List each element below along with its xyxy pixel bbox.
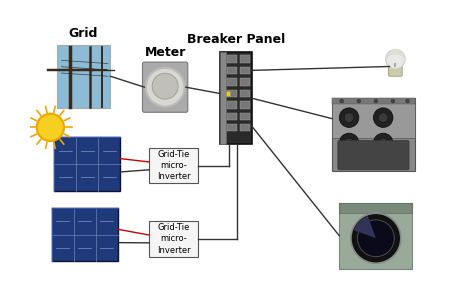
FancyBboxPatch shape (57, 45, 110, 108)
Circle shape (339, 133, 359, 153)
FancyBboxPatch shape (240, 55, 250, 62)
Wedge shape (354, 216, 376, 238)
FancyBboxPatch shape (227, 101, 237, 108)
FancyBboxPatch shape (240, 90, 250, 97)
Circle shape (37, 114, 64, 141)
FancyBboxPatch shape (143, 62, 188, 112)
FancyBboxPatch shape (240, 112, 250, 120)
FancyBboxPatch shape (338, 141, 409, 170)
FancyBboxPatch shape (339, 203, 412, 213)
Circle shape (340, 99, 344, 103)
Text: Grid: Grid (69, 27, 98, 40)
Circle shape (344, 138, 354, 148)
Circle shape (378, 138, 388, 148)
Text: Meter: Meter (145, 46, 186, 59)
FancyBboxPatch shape (52, 208, 118, 261)
FancyBboxPatch shape (240, 67, 250, 74)
FancyBboxPatch shape (240, 124, 250, 131)
FancyBboxPatch shape (149, 148, 198, 183)
Circle shape (374, 108, 393, 128)
FancyBboxPatch shape (220, 52, 226, 145)
FancyBboxPatch shape (227, 78, 237, 85)
Circle shape (146, 68, 184, 106)
FancyBboxPatch shape (389, 66, 402, 76)
FancyBboxPatch shape (332, 98, 415, 104)
Circle shape (406, 99, 410, 103)
FancyBboxPatch shape (149, 222, 198, 256)
FancyBboxPatch shape (240, 78, 250, 85)
Circle shape (357, 99, 361, 103)
FancyBboxPatch shape (339, 203, 412, 269)
FancyBboxPatch shape (55, 137, 120, 191)
FancyBboxPatch shape (226, 91, 230, 96)
FancyBboxPatch shape (227, 112, 237, 120)
Text: Breaker Panel: Breaker Panel (187, 33, 285, 46)
FancyBboxPatch shape (240, 101, 250, 108)
Text: Grid-Tie
micro-
Inverter: Grid-Tie micro- Inverter (157, 223, 191, 254)
Circle shape (351, 213, 401, 263)
Circle shape (344, 113, 354, 122)
Circle shape (391, 99, 395, 103)
Circle shape (339, 108, 359, 128)
FancyBboxPatch shape (227, 124, 237, 131)
Circle shape (378, 113, 388, 122)
Circle shape (152, 73, 178, 99)
FancyBboxPatch shape (332, 98, 415, 138)
FancyBboxPatch shape (220, 52, 252, 145)
FancyBboxPatch shape (227, 55, 237, 62)
Circle shape (357, 220, 394, 257)
Circle shape (374, 133, 393, 153)
FancyBboxPatch shape (227, 90, 237, 97)
Text: Grid-Tie
micro-
Inverter: Grid-Tie micro- Inverter (157, 150, 191, 181)
Circle shape (386, 49, 405, 69)
Circle shape (374, 99, 378, 103)
FancyBboxPatch shape (332, 98, 415, 171)
FancyBboxPatch shape (227, 67, 237, 74)
